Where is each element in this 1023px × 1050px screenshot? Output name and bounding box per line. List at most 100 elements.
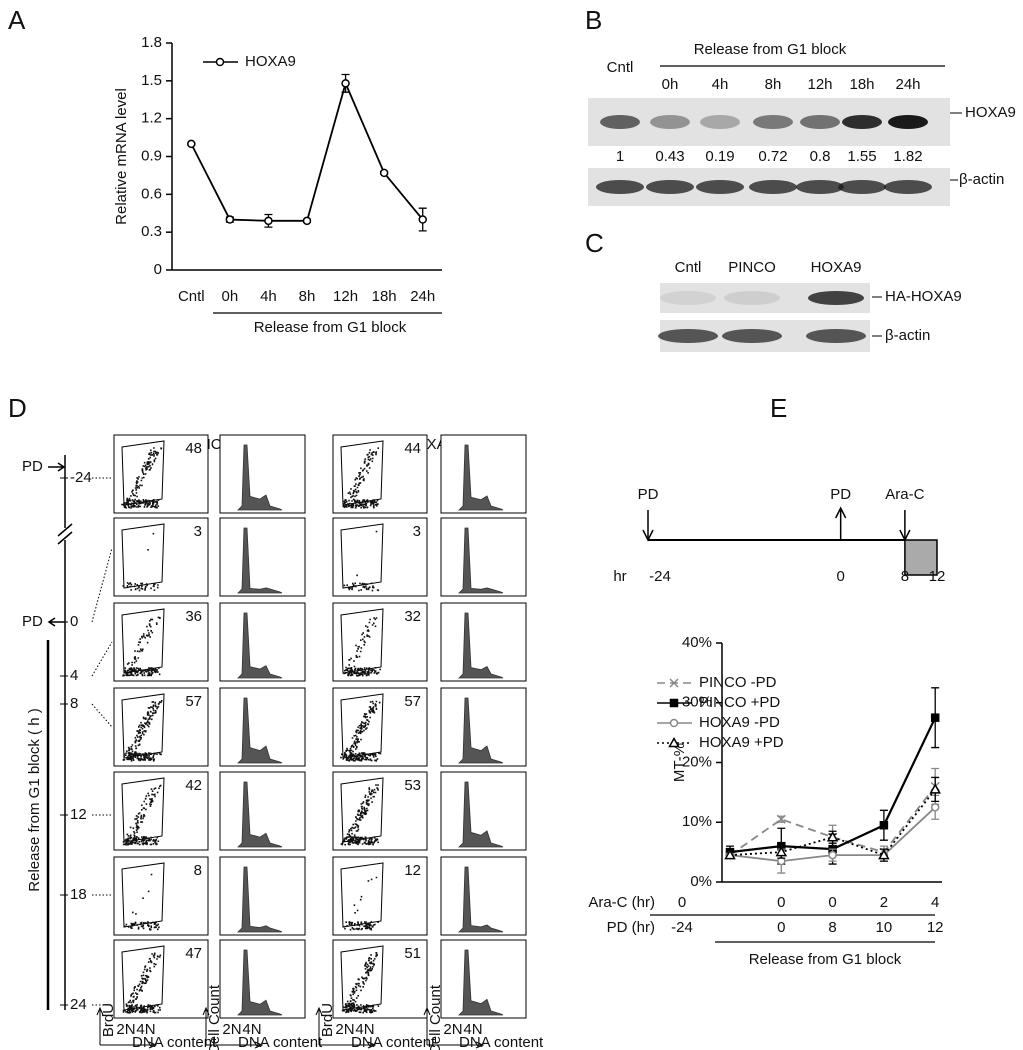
band [650, 115, 690, 129]
dna-mark: 2N [443, 1021, 462, 1038]
scatter-dots [340, 784, 379, 846]
gate-percent: 12 [404, 862, 421, 879]
event-label: Ara-C [885, 486, 924, 503]
marker [225, 215, 235, 224]
band [596, 180, 644, 194]
y-tick-label: 1.5 [141, 72, 162, 89]
series-line [190, 80, 424, 222]
band [700, 115, 740, 129]
lane-label: Cntl [607, 59, 634, 76]
gate-percent: 48 [185, 440, 202, 457]
y-tick-label: 0.3 [141, 223, 162, 240]
row-value: 4 [931, 894, 939, 911]
event-arrow [642, 529, 654, 542]
histogram [458, 697, 504, 764]
quantification-label: 1.82 [893, 148, 922, 165]
y-tick-label: 0.9 [141, 147, 162, 164]
dna-mark: 4N [136, 1021, 155, 1038]
x-tick-label: 0h [222, 288, 239, 305]
lane-label: Cntl [675, 259, 702, 276]
time-tick-label: 0 [70, 613, 78, 630]
band [884, 180, 932, 194]
axis-label: Cell Count [427, 984, 444, 1050]
quantification-label: 0.8 [810, 148, 831, 165]
x-tick-label: 12h [333, 288, 358, 305]
histogram [237, 949, 283, 1016]
band [646, 180, 694, 194]
legend-marker [669, 678, 679, 688]
marker [775, 846, 788, 857]
y-tick-label: 1.8 [141, 34, 162, 51]
legend-label: PINCO +PD [699, 694, 780, 711]
y-tick-label: 0 [154, 261, 162, 278]
scatter-dots [122, 784, 162, 846]
gate-percent: 8 [194, 862, 202, 879]
histogram [458, 527, 504, 594]
pd-label: PD [22, 458, 43, 475]
gate [340, 608, 384, 674]
axis-label: DNA content [459, 1034, 544, 1050]
time-tick-label: 18 [70, 886, 87, 903]
time-axis-label: Release from G1 block ( h ) [26, 708, 43, 891]
scatter-dots [121, 447, 163, 509]
gate [121, 608, 165, 674]
y-tick-label: 40% [682, 634, 712, 651]
row-value: 8 [828, 919, 836, 936]
quantification-label: 1 [616, 148, 624, 165]
gate-percent: 42 [185, 777, 202, 794]
scatter-box [332, 771, 428, 851]
lane-label: 8h [765, 76, 782, 93]
quantification-label: 0.43 [655, 148, 684, 165]
shaded-interval [904, 539, 938, 576]
x-tick-label: 18h [372, 288, 397, 305]
gate-percent: 36 [185, 608, 202, 625]
axis-arrows [423, 1006, 485, 1049]
band [696, 180, 744, 194]
legend-label: HOXA9 -PD [699, 714, 780, 731]
legend-label: PINCO -PD [699, 674, 777, 691]
marker [379, 168, 389, 178]
row-label: PD (hr) [607, 919, 655, 936]
gate-percent: 57 [404, 693, 421, 710]
y-axis-label: MT-% [671, 743, 688, 782]
band [658, 329, 718, 343]
legend-marker [215, 57, 225, 67]
gate-percent: 57 [185, 693, 202, 710]
panel-label: E [770, 393, 787, 423]
y-tick-label: 0% [690, 873, 712, 890]
histogram [237, 444, 283, 511]
band [753, 115, 793, 129]
gate-percent: 47 [185, 945, 202, 962]
connector [91, 703, 113, 728]
marker [302, 216, 312, 226]
gate [340, 523, 384, 589]
scatter-box [113, 939, 209, 1019]
row-value: -24 [671, 919, 693, 936]
blot-row-label: HOXA9 [965, 104, 1016, 121]
dna-mark: 4N [242, 1021, 261, 1038]
axis-arrows [202, 1006, 264, 1049]
marker [878, 849, 890, 860]
lane-label: 24h [895, 76, 920, 93]
gate [121, 862, 165, 928]
timeline-tick-label: -24 [649, 568, 671, 585]
gate [121, 777, 165, 843]
x-tick-label: 4h [260, 288, 277, 305]
marker [776, 814, 786, 824]
histogram [458, 866, 504, 933]
panel-label: C [585, 228, 604, 258]
scatter-dots [341, 952, 380, 1014]
band [806, 329, 866, 343]
marker [826, 831, 839, 842]
marker [930, 803, 940, 812]
pd-arrow [48, 462, 66, 472]
axis-arrows [96, 1006, 158, 1049]
histogram [458, 781, 504, 848]
gate-percent: 3 [194, 523, 202, 540]
scatter-dots [122, 700, 163, 762]
scatter-dots [122, 952, 162, 1014]
row-value: 0 [678, 894, 686, 911]
histogram [237, 527, 283, 594]
timeline-tick-label: 0 [836, 568, 844, 585]
